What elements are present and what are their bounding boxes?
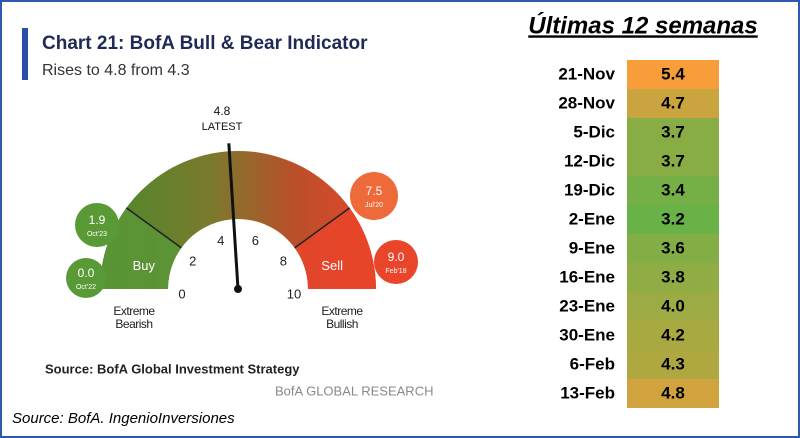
tick-label: 0: [178, 286, 185, 301]
footer: Source: BofA. IngenioInversiones: [12, 410, 235, 427]
row-cell: [627, 176, 719, 205]
title-bar: [22, 28, 28, 80]
tick-label: 10: [287, 286, 301, 301]
tick-label: 6: [252, 233, 259, 248]
row-cell: [627, 292, 719, 321]
row-cell: [627, 263, 719, 292]
row-value: 4.2: [661, 325, 685, 344]
zone-label: Sell: [321, 258, 343, 273]
row-value: 4.8: [661, 383, 685, 402]
chart-title: Chart 21: BofA Bull & Bear Indicator: [42, 33, 368, 54]
chart-subtitle: Rises to 4.8 from 4.3: [42, 62, 190, 79]
history-bubble: [350, 172, 398, 220]
row-date: 12-Dic: [564, 151, 615, 170]
row-cell: [627, 379, 719, 408]
row-value: 3.4: [661, 180, 685, 199]
zone-boundary: [294, 207, 351, 249]
zone: [100, 207, 182, 289]
row-date: 19-Dic: [564, 180, 615, 199]
needle: [227, 143, 240, 290]
row-value: 4.7: [661, 93, 685, 112]
table-title: Últimas 12 semanas: [528, 11, 757, 39]
zone-end-label: Extreme Bullish: [321, 304, 363, 331]
row-cell: [627, 350, 719, 379]
row-value: 3.7: [661, 122, 685, 141]
row-cell: [627, 321, 719, 350]
row-value: 5.4: [661, 64, 685, 83]
row-date: 5-Dic: [573, 122, 615, 141]
value-label: 4.8: [214, 104, 231, 118]
row-date: 16-Ene: [559, 267, 615, 286]
brand: BofA GLOBAL RESEARCH: [275, 383, 433, 398]
history-bubble: [374, 240, 418, 284]
row-date: 9-Ene: [569, 238, 615, 257]
row-cell: [627, 147, 719, 176]
row-date: 13-Feb: [560, 383, 615, 402]
row-value: 4.3: [661, 354, 685, 373]
row-cell: [627, 89, 719, 118]
row-date: 23-Ene: [559, 296, 615, 315]
source: Source: BofA Global Investment Strategy: [45, 361, 300, 376]
needle-hub: [234, 285, 242, 293]
row-value: 3.8: [661, 267, 685, 286]
row-cell: [627, 205, 719, 234]
tick-label: 2: [189, 254, 196, 269]
history-value: 1.9: [89, 213, 106, 227]
row-value: 4.0: [661, 296, 685, 315]
tick-label: 8: [280, 254, 287, 269]
row-date: 28-Nov: [558, 93, 615, 112]
history-date: Feb'18: [385, 268, 406, 275]
row-value: 3.2: [661, 209, 685, 228]
row-value: 3.6: [661, 238, 685, 257]
row-date: 30-Ene: [559, 325, 615, 344]
zone-end-label: Extreme Bearish: [113, 304, 155, 331]
zone-boundary: [125, 207, 182, 249]
tick-label: 4: [217, 233, 224, 248]
history-value: 7.5: [366, 184, 383, 198]
value-caption: LATEST: [202, 121, 243, 133]
row-cell: [627, 60, 719, 89]
row-cell: [627, 118, 719, 147]
row-cell: [627, 234, 719, 263]
row-date: 6-Feb: [570, 354, 615, 373]
row-date: 21-Nov: [558, 64, 615, 83]
row-value: 3.7: [661, 151, 685, 170]
zone: [294, 207, 376, 289]
history-date: Jul'20: [365, 202, 383, 209]
history-bubble: [75, 203, 119, 247]
row-date: 2-Ene: [569, 209, 615, 228]
history-date: Oct'22: [76, 284, 96, 291]
history-date: Oct'23: [87, 231, 107, 238]
history-bubble: [66, 258, 106, 298]
zone-label: Buy: [133, 258, 156, 273]
history-value: 0.0: [78, 266, 95, 280]
history-value: 9.0: [388, 250, 405, 264]
